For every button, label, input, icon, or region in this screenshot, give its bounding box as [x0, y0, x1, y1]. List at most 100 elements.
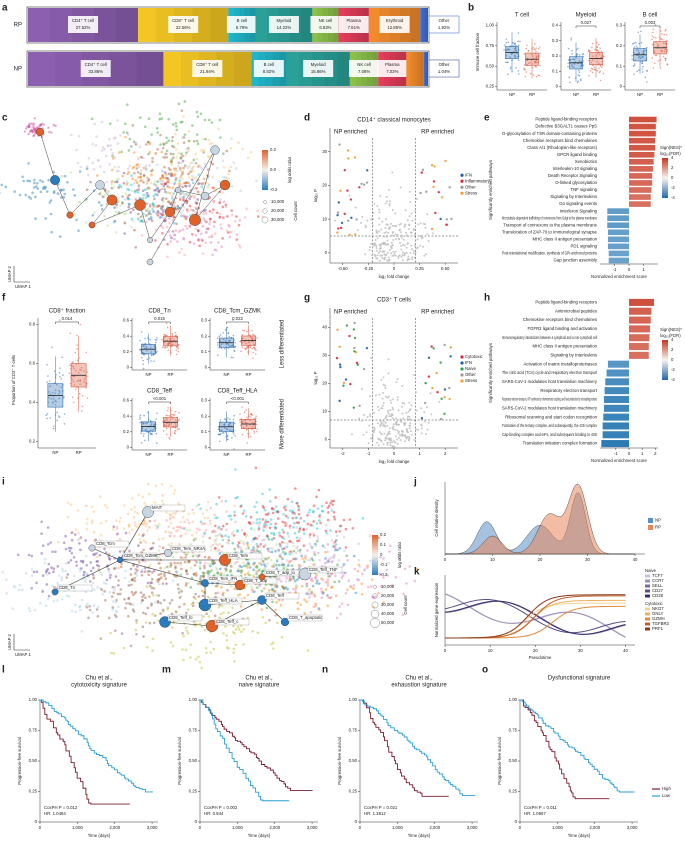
point [232, 356, 234, 359]
cell [265, 606, 269, 610]
point [645, 46, 648, 49]
cell [172, 192, 175, 195]
cell [284, 565, 288, 569]
point [52, 427, 55, 430]
cell [218, 118, 222, 122]
point [528, 62, 530, 64]
cell [330, 572, 333, 576]
x-tick-label: 0 [444, 648, 447, 653]
cell [192, 176, 196, 179]
point [525, 71, 527, 73]
point [389, 399, 392, 402]
cell [185, 192, 188, 196]
colorbar-tick: -0.2 [380, 572, 388, 577]
cell [216, 166, 219, 170]
point [517, 40, 519, 43]
cell [184, 532, 187, 536]
point [413, 439, 416, 442]
y-tick-label: 0.1 [201, 429, 208, 434]
point [245, 347, 247, 349]
cell [242, 628, 246, 631]
cell [135, 565, 139, 568]
cell [236, 625, 240, 629]
size-key [261, 216, 269, 224]
point [427, 356, 431, 359]
point [505, 61, 507, 64]
point [396, 429, 399, 432]
cell [145, 209, 148, 212]
point [353, 321, 356, 325]
cell [159, 566, 162, 570]
cell [209, 217, 212, 221]
cell [229, 165, 233, 169]
point [377, 437, 380, 440]
cell [202, 181, 206, 185]
point [399, 231, 402, 234]
legend-label: Other [465, 372, 476, 377]
cell [214, 516, 217, 520]
point [384, 202, 387, 205]
y-tick-label: 0.2 [552, 53, 559, 58]
panel-letter: e [484, 113, 490, 124]
cell [84, 580, 87, 584]
cell [113, 585, 117, 589]
cell [172, 168, 176, 172]
cell [196, 115, 200, 118]
point [52, 391, 54, 394]
cell [154, 601, 157, 604]
cell [257, 523, 261, 526]
cell [121, 195, 124, 198]
cell [74, 603, 77, 607]
cell [143, 501, 146, 505]
cell [348, 518, 352, 521]
y-tick-label: 0 [355, 819, 358, 824]
point [163, 336, 166, 339]
cell [268, 619, 271, 622]
cell [221, 237, 224, 240]
cell [283, 506, 286, 509]
node [95, 180, 105, 190]
cell [24, 572, 28, 575]
cell [185, 215, 189, 219]
cell [286, 588, 289, 591]
point [375, 394, 378, 397]
cell [290, 500, 294, 504]
cell [85, 221, 88, 224]
point [353, 156, 357, 159]
cell [52, 190, 56, 193]
cell [126, 167, 130, 170]
cell [134, 590, 138, 594]
point [241, 338, 244, 340]
colorbar [372, 535, 378, 575]
cell [177, 182, 181, 185]
point [218, 335, 221, 338]
cell [110, 183, 113, 186]
cell [130, 217, 134, 221]
cell [217, 548, 221, 552]
cell [346, 603, 350, 607]
cell [278, 534, 282, 537]
point [426, 428, 429, 431]
cell [114, 609, 118, 613]
cell [76, 161, 80, 165]
cell [170, 201, 173, 204]
cell [229, 518, 233, 521]
point [386, 434, 389, 437]
point [660, 50, 662, 53]
cell [129, 573, 133, 576]
cell [211, 211, 214, 215]
cell [92, 530, 96, 534]
cell [170, 196, 174, 200]
point [659, 67, 662, 69]
point [245, 348, 247, 351]
cell [180, 589, 184, 593]
cell [294, 584, 298, 587]
y-tick-label: 0.75 [509, 728, 518, 733]
cell [124, 122, 127, 126]
y-axis-label: Progression-free survival [17, 737, 22, 785]
cell [180, 161, 184, 165]
cell [149, 181, 153, 185]
cell [175, 177, 178, 180]
cell [255, 572, 258, 576]
cell [176, 164, 180, 168]
